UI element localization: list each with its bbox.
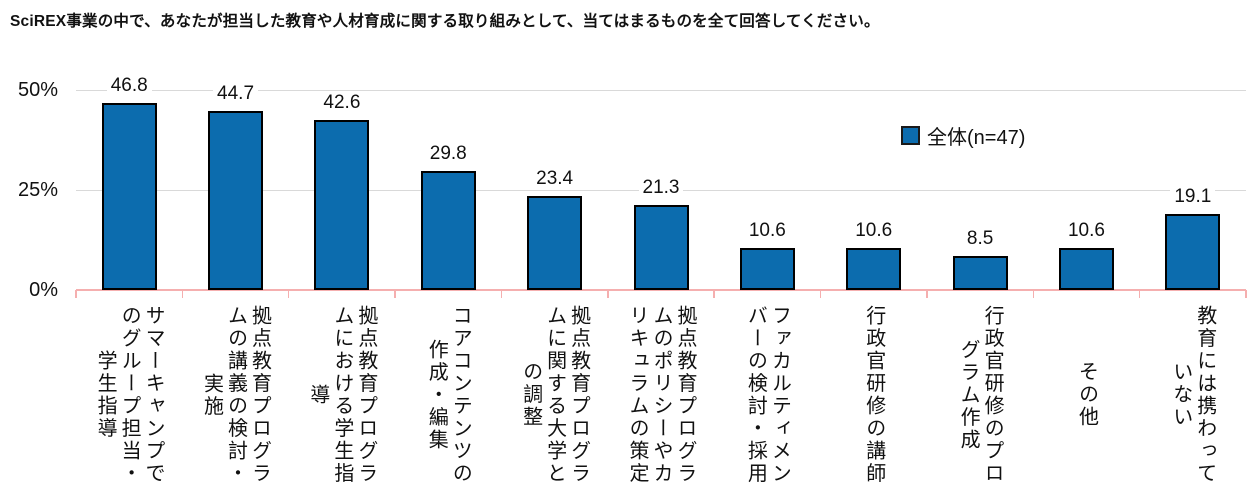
y-axis-tick-label: 50% xyxy=(17,79,58,101)
bar xyxy=(739,247,795,290)
x-category-label-slot: 拠点教育プログラムのポリシーやカリキュラムの策定 xyxy=(608,302,714,498)
legend: 全体(n=47) xyxy=(901,121,1025,150)
x-category-label-slot: 拠点教育プログラムに関する大学との調整 xyxy=(501,302,607,498)
bar xyxy=(420,170,476,290)
bar-value-text: 42.6 xyxy=(319,91,365,113)
bar-value-label: 10.6 xyxy=(1033,219,1139,242)
x-category-label-slot: 行政官研修のプログラム作成 xyxy=(927,302,1033,498)
bar xyxy=(1058,247,1114,290)
legend-label: 全体(n=47) xyxy=(927,127,1026,149)
x-category-label: 行政官研修のプログラム作成 xyxy=(957,305,1004,485)
y-axis-tick-label: 25% xyxy=(17,179,58,201)
bar-value-text: 29.8 xyxy=(425,142,471,164)
x-axis-tick xyxy=(926,290,928,298)
bar-value-label: 10.6 xyxy=(821,219,927,242)
x-category-label: 教育には携わっていない xyxy=(1169,305,1216,485)
x-category-label-slot: 拠点教育プログラムの講義の検討・実施 xyxy=(182,302,288,498)
bar-value-label: 19.1 xyxy=(1140,185,1246,208)
x-axis-tick xyxy=(713,290,715,298)
bar xyxy=(952,256,1008,290)
x-axis-tick xyxy=(181,290,184,298)
bar-value-label: 23.4 xyxy=(501,168,607,190)
chart-title: SciREX事業の中で、あなたが担当した教育や人材育成に関する取り組みとして、当… xyxy=(10,13,880,30)
gridline xyxy=(76,90,1246,91)
bar-value-label: 8.5 xyxy=(927,228,1033,250)
x-category-label: コアコンテンツの作成・編集 xyxy=(425,305,472,485)
bar-value-text: 21.3 xyxy=(638,176,684,198)
x-category-label-slot: 拠点教育プログラムにおける学生指導 xyxy=(289,302,395,498)
bar-value-label: 46.8 xyxy=(76,74,182,97)
bar-value-text: 10.6 xyxy=(1063,219,1109,241)
x-category-label-slot: コアコンテンツの作成・編集 xyxy=(395,302,501,498)
bar-value-text: 19.1 xyxy=(1170,185,1216,207)
legend-swatch-icon xyxy=(901,126,920,145)
x-category-label: ファカルティメンバーの検討・採用 xyxy=(744,305,791,485)
x-category-label: 拠点教育プログラムにおける学生指導 xyxy=(306,305,377,485)
x-axis-tick xyxy=(394,290,396,298)
bar xyxy=(208,111,264,290)
x-category-label: その他 xyxy=(1075,361,1098,429)
x-category-label: サマーキャンプでのグループ担当・学生指導 xyxy=(94,305,165,485)
bar xyxy=(633,204,689,290)
bar-value-text: 23.4 xyxy=(532,168,578,190)
bar-value-text: 46.8 xyxy=(106,74,152,96)
bar xyxy=(314,119,370,290)
x-axis-tick xyxy=(1032,290,1035,298)
x-category-label: 行政官研修の講師 xyxy=(862,305,885,485)
x-category-label: 拠点教育プログラムに関する大学との調整 xyxy=(519,305,590,485)
bar xyxy=(1165,213,1221,290)
bar xyxy=(527,196,583,290)
bar-value-text: 10.6 xyxy=(744,219,790,241)
x-category-label-slot: その他 xyxy=(1033,302,1139,498)
bar-value-text: 10.6 xyxy=(851,219,897,241)
x-axis-tick xyxy=(500,290,503,298)
bar-value-label: 42.6 xyxy=(289,91,395,114)
x-axis-tick xyxy=(1245,290,1247,298)
x-category-label-slot: サマーキャンプでのグループ担当・学生指導 xyxy=(76,302,182,498)
bar xyxy=(846,247,902,290)
x-axis-line xyxy=(76,289,1246,291)
bar-value-text: 44.7 xyxy=(213,83,259,105)
x-axis-tick xyxy=(75,290,77,298)
x-category-label: 拠点教育プログラムの講義の検討・実施 xyxy=(200,305,271,485)
bar-value-label: 21.3 xyxy=(608,176,714,199)
x-category-label-slot: ファカルティメンバーの検討・採用 xyxy=(714,302,820,498)
y-axis-tick-label: 0% xyxy=(29,279,58,301)
x-category-label-slot: 教育には携わっていない xyxy=(1140,302,1246,498)
x-axis-tick xyxy=(819,290,822,298)
bar-value-label: 29.8 xyxy=(395,142,501,165)
x-axis-tick xyxy=(1138,290,1141,298)
bar xyxy=(101,102,157,290)
x-category-label-slot: 行政官研修の講師 xyxy=(821,302,927,498)
x-category-label: 拠点教育プログラムのポリシーやカリキュラムの策定 xyxy=(625,305,696,485)
x-axis-tick xyxy=(287,290,290,298)
x-axis-tick xyxy=(607,290,609,298)
bar-value-label: 44.7 xyxy=(182,83,288,105)
bar-value-text: 8.5 xyxy=(962,228,998,249)
bar-value-label: 10.6 xyxy=(714,219,820,242)
